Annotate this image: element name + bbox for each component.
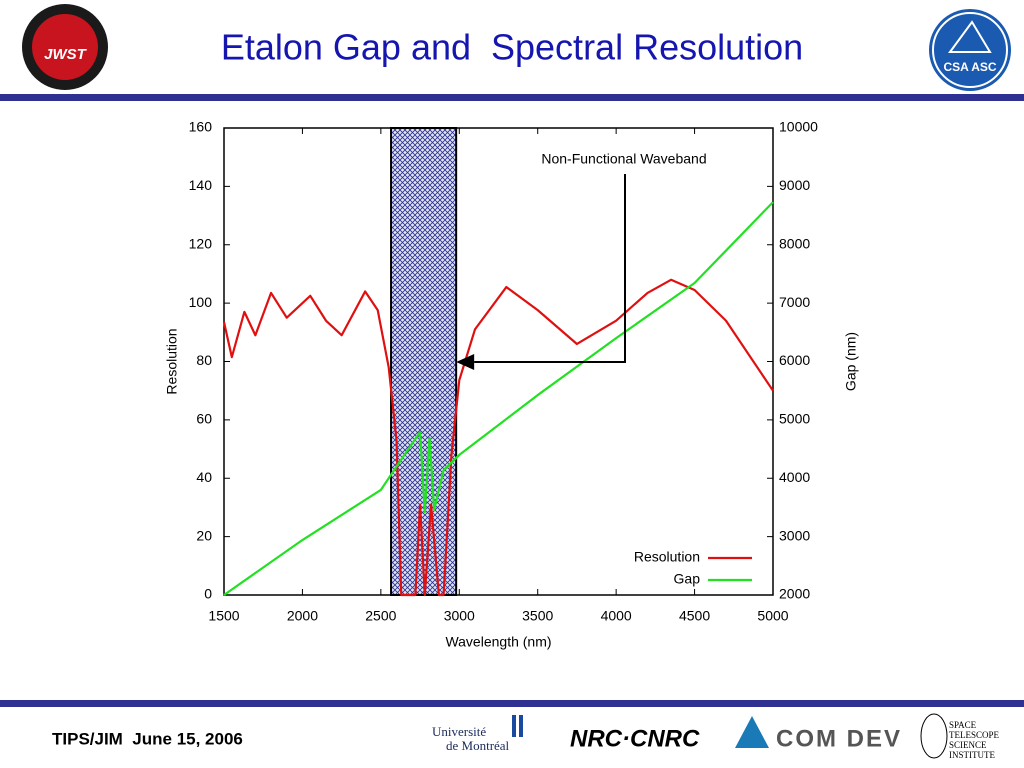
x-tick-label: 3500 (522, 608, 553, 624)
y2-tick-label: 3000 (779, 527, 810, 543)
y2-tick-label: 9000 (779, 177, 810, 193)
x-tick-label: 2000 (287, 608, 318, 624)
y2-tick-label: 2000 (779, 586, 810, 602)
y-tick-label: 160 (189, 119, 213, 135)
chart: 1500 2000 2500 3000 3500 4000 4500 5000 0 20 40 60 8… (164, 119, 859, 650)
annotation-arrow-line (474, 174, 626, 363)
logo-text: COM DEV (776, 725, 902, 752)
logo-text: SCIENCE (949, 740, 987, 750)
logo-text: de Montréal (446, 738, 510, 753)
y2-tick-label: 5000 (779, 411, 810, 427)
footer-text: TIPS/JIM June 15, 2006 (52, 729, 243, 748)
y2-axis-label: Gap (nm) (843, 332, 859, 391)
y-tick-label: 60 (196, 411, 212, 427)
logo-text: TELESCOPE (949, 730, 1000, 740)
logo-text: INSTITUTE (949, 750, 995, 760)
x-axis-label: Wavelength (nm) (445, 634, 551, 650)
legend-label: Gap (674, 571, 701, 587)
y-tick-label: 100 (189, 294, 213, 310)
stsci-logo: SPACE TELESCOPE SCIENCE INSTITUTE (920, 713, 1000, 760)
x-tick-label: 3000 (444, 608, 475, 624)
bottom-rule (0, 700, 1024, 707)
y-tick-label: 0 (204, 586, 212, 602)
logo-text: Université (432, 724, 486, 739)
x-tick-label: 2500 (365, 608, 396, 624)
y-tick-label: 120 (189, 235, 213, 251)
top-rule (0, 94, 1024, 101)
y2-tick-label: 10000 (779, 119, 818, 135)
y-axis-label: Resolution (164, 328, 180, 394)
y-tick-label: 40 (196, 469, 212, 485)
logo-text: JWST (44, 46, 88, 63)
y-tick-label: 80 (196, 352, 212, 368)
series-line (222, 278, 774, 597)
comdev-logo: COM DEV (735, 716, 902, 752)
non-functional-band (390, 127, 458, 596)
logo-text: CSA ASC (943, 60, 996, 74)
y2-tick-label: 4000 (779, 469, 810, 485)
jwst-logo: JWST (22, 4, 108, 90)
y2-tick-label: 8000 (779, 235, 810, 251)
annotation-text: Non-Functional Waveband (541, 151, 706, 167)
slide-title: Etalon Gap and Spectral Resolution (221, 27, 803, 68)
y2-tick-label: 6000 (779, 352, 810, 368)
nrc-logo: NRC·CNRC (570, 725, 700, 752)
y-tick-label: 140 (189, 177, 213, 193)
x-tick-label: 4000 (601, 608, 632, 624)
y2-tick-label: 7000 (779, 294, 810, 310)
csa-logo: CSA ASC (929, 9, 1011, 91)
annotation-arrowhead (456, 354, 475, 370)
series-line (223, 201, 774, 596)
logo-text: SPACE (949, 720, 977, 730)
y-tick-label: 20 (196, 527, 212, 543)
legend-label: Resolution (634, 549, 700, 565)
x-tick-label: 1500 (208, 608, 239, 624)
x-tick-label: 5000 (757, 608, 788, 624)
umontreal-logo: Université de Montréal (425, 710, 535, 758)
x-tick-label: 4500 (679, 608, 710, 624)
